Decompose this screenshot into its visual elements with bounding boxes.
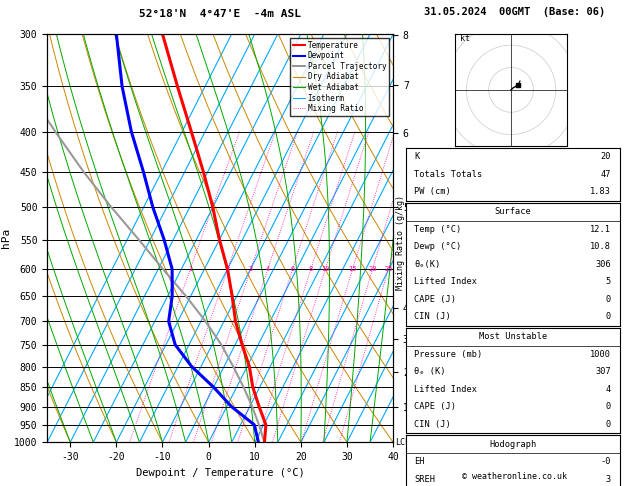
Text: 0: 0 bbox=[606, 312, 611, 321]
Text: Lifted Index: Lifted Index bbox=[415, 278, 477, 286]
Y-axis label: km
ASL: km ASL bbox=[420, 227, 437, 249]
Text: © weatheronline.co.uk: © weatheronline.co.uk bbox=[462, 472, 567, 481]
Text: 47: 47 bbox=[601, 170, 611, 179]
Text: 306: 306 bbox=[595, 260, 611, 269]
Text: 307: 307 bbox=[595, 367, 611, 376]
Text: EH: EH bbox=[415, 457, 425, 466]
Text: 3: 3 bbox=[606, 475, 611, 484]
Text: 20: 20 bbox=[601, 153, 611, 161]
Text: 20: 20 bbox=[369, 266, 377, 272]
Text: Totals Totals: Totals Totals bbox=[415, 170, 482, 179]
Text: 1: 1 bbox=[188, 266, 192, 272]
Text: 52°18'N  4°47'E  -4m ASL: 52°18'N 4°47'E -4m ASL bbox=[139, 9, 301, 19]
Text: Hodograph: Hodograph bbox=[489, 440, 537, 449]
Text: 0: 0 bbox=[606, 295, 611, 304]
Text: CIN (J): CIN (J) bbox=[415, 312, 451, 321]
Text: CAPE (J): CAPE (J) bbox=[415, 295, 456, 304]
Text: 4: 4 bbox=[265, 266, 270, 272]
Text: θₑ (K): θₑ (K) bbox=[415, 367, 446, 376]
Text: 12.1: 12.1 bbox=[590, 225, 611, 234]
Text: Pressure (mb): Pressure (mb) bbox=[415, 350, 482, 359]
Text: 0: 0 bbox=[606, 402, 611, 411]
Text: 1000: 1000 bbox=[590, 350, 611, 359]
Text: Most Unstable: Most Unstable bbox=[479, 332, 547, 341]
Text: 10.8: 10.8 bbox=[590, 243, 611, 251]
Text: Temp (°C): Temp (°C) bbox=[415, 225, 462, 234]
Text: LCL: LCL bbox=[396, 438, 411, 447]
Text: K: K bbox=[415, 153, 420, 161]
Text: Lifted Index: Lifted Index bbox=[415, 385, 477, 394]
Text: -0: -0 bbox=[601, 457, 611, 466]
Text: 6: 6 bbox=[291, 266, 295, 272]
Text: Mixing Ratio (g/kg): Mixing Ratio (g/kg) bbox=[396, 195, 405, 291]
Text: 2: 2 bbox=[226, 266, 230, 272]
Text: 0: 0 bbox=[606, 420, 611, 429]
Text: PW (cm): PW (cm) bbox=[415, 188, 451, 196]
Legend: Temperature, Dewpoint, Parcel Trajectory, Dry Adiabat, Wet Adiabat, Isotherm, Mi: Temperature, Dewpoint, Parcel Trajectory… bbox=[290, 38, 389, 116]
Text: 15: 15 bbox=[348, 266, 357, 272]
Text: CIN (J): CIN (J) bbox=[415, 420, 451, 429]
Text: Surface: Surface bbox=[494, 208, 531, 216]
Text: kt: kt bbox=[460, 34, 470, 43]
Text: θₑ(K): θₑ(K) bbox=[415, 260, 440, 269]
Text: CAPE (J): CAPE (J) bbox=[415, 402, 456, 411]
Text: 1.83: 1.83 bbox=[590, 188, 611, 196]
Text: 3: 3 bbox=[248, 266, 253, 272]
Text: 5: 5 bbox=[606, 278, 611, 286]
Text: 25: 25 bbox=[384, 266, 392, 272]
Text: Dewp (°C): Dewp (°C) bbox=[415, 243, 462, 251]
Text: 10: 10 bbox=[321, 266, 330, 272]
X-axis label: Dewpoint / Temperature (°C): Dewpoint / Temperature (°C) bbox=[136, 468, 304, 478]
Y-axis label: hPa: hPa bbox=[1, 228, 11, 248]
Text: 8: 8 bbox=[309, 266, 313, 272]
Text: 4: 4 bbox=[606, 385, 611, 394]
Text: 31.05.2024  00GMT  (Base: 06): 31.05.2024 00GMT (Base: 06) bbox=[423, 7, 605, 17]
Text: SREH: SREH bbox=[415, 475, 435, 484]
